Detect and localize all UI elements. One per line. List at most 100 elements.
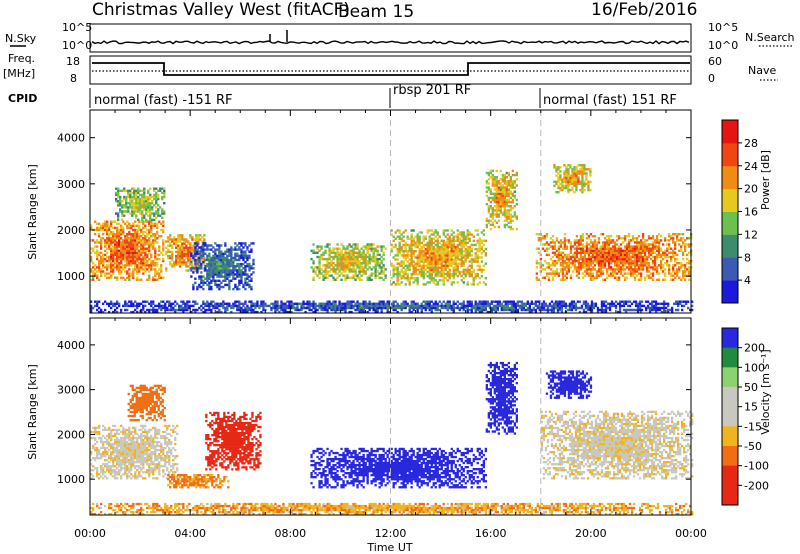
range-gate-cell [187,261,190,264]
range-gate-cell [649,253,653,257]
range-gate-cell [607,243,611,246]
range-gate-cell [304,310,307,314]
range-gate-cell [150,262,153,265]
range-gate-cell [511,184,514,187]
range-gate-cell [160,222,163,225]
range-gate-cell [462,268,465,272]
range-gate-cell [165,250,168,254]
range-gate-cell [625,259,629,263]
range-gate-cell [430,304,433,308]
range-gate-cell [454,268,457,272]
range-gate-cell [507,200,510,204]
range-gate-cell [680,266,683,269]
range-gate-cell [589,262,593,265]
range-gate-cell [118,241,121,244]
range-gate-cell [392,300,395,303]
range-gate-cell [125,204,128,207]
range-gate-cell [159,214,162,217]
range-gate-cell [611,245,615,248]
range-gate-cell [171,254,174,258]
range-gate-cell [639,247,643,250]
range-gate-cell [149,204,152,207]
range-gate-cell [156,308,159,312]
range-gate-cell [491,196,494,200]
range-gate-cell [607,257,611,261]
range-gate-cell [404,277,407,280]
range-gate-cell [599,264,603,267]
range-gate-cell [631,259,635,263]
range-gate-cell [450,243,453,247]
range-gate-cell [246,304,249,308]
range-gate-cell [146,247,149,250]
range-gate-cell [126,259,129,263]
range-gate-cell [487,221,490,224]
range-gate-cell [138,241,141,244]
range-gate-cell [442,279,445,282]
range-gate-cell [416,302,419,305]
range-gate-cell [328,249,331,252]
range-gate-cell [464,247,467,251]
range-gate-cell [567,188,570,192]
range-gate-cell [133,191,136,195]
range-gate-cell [278,310,281,314]
range-gate-cell [591,259,595,263]
range-gate-cell [119,202,122,205]
range-gate-cell [553,272,557,275]
range-gate-cell [366,264,369,267]
range-gate-cell [430,274,433,278]
range-gate-cell [625,257,629,261]
range-gate-cell [499,188,502,191]
range-gate-cell [151,206,154,209]
range-gate-cell [218,304,221,308]
range-gate-cell [491,184,494,187]
range-gate-cell [198,283,201,287]
range-gate-cell [674,270,677,273]
range-gate-cell [627,251,631,254]
range-gate-cell [579,172,582,175]
range-gate-cell [384,268,387,271]
range-gate-cell [460,254,463,257]
range-gate-cell [218,271,221,274]
range-gate-cell [244,256,247,260]
range-gate-cell [374,266,377,269]
range-gate-cell [162,245,165,248]
range-gate-cell [688,266,691,269]
range-gate-cell [142,268,145,271]
range-gate-cell [206,275,209,278]
range-gate-cell [583,262,587,265]
range-gate-cell [364,257,367,261]
range-gate-cell [197,254,200,258]
range-gate-cell [575,182,578,186]
range-gate-cell [198,277,201,280]
range-gate-cell [134,239,137,242]
range-gate-cell [434,306,437,310]
range-gate-cell [434,270,437,274]
range-gate-cell [292,306,295,310]
range-gate-cell [551,255,555,259]
range-gate-cell [226,260,229,264]
range-gate-cell [122,220,125,223]
range-gate-cell [503,209,506,212]
range-gate-cell [142,306,145,310]
range-gate-cell [212,306,215,310]
range-gate-cell [128,243,131,246]
range-gate-cell [92,278,95,281]
range-gate-cell [478,300,481,303]
range-gate-cell [191,246,194,249]
range-gate-cell [130,249,133,252]
range-gate-cell [472,283,475,286]
range-gate-cell [254,310,257,314]
range-gate-cell [177,254,180,258]
range-gate-cell [577,264,581,267]
range-gate-cell [593,276,597,279]
range-gate-cell [430,270,433,274]
range-gate-cell [456,237,459,240]
range-gate-cell [147,210,150,213]
range-gate-cell [432,281,435,284]
range-gate-cell [210,269,213,272]
range-gate-cell [300,304,303,308]
range-gate-cell [390,302,393,305]
range-gate-cell [358,251,361,254]
range-gate-cell [573,243,577,246]
range-gate-cell [238,246,241,249]
